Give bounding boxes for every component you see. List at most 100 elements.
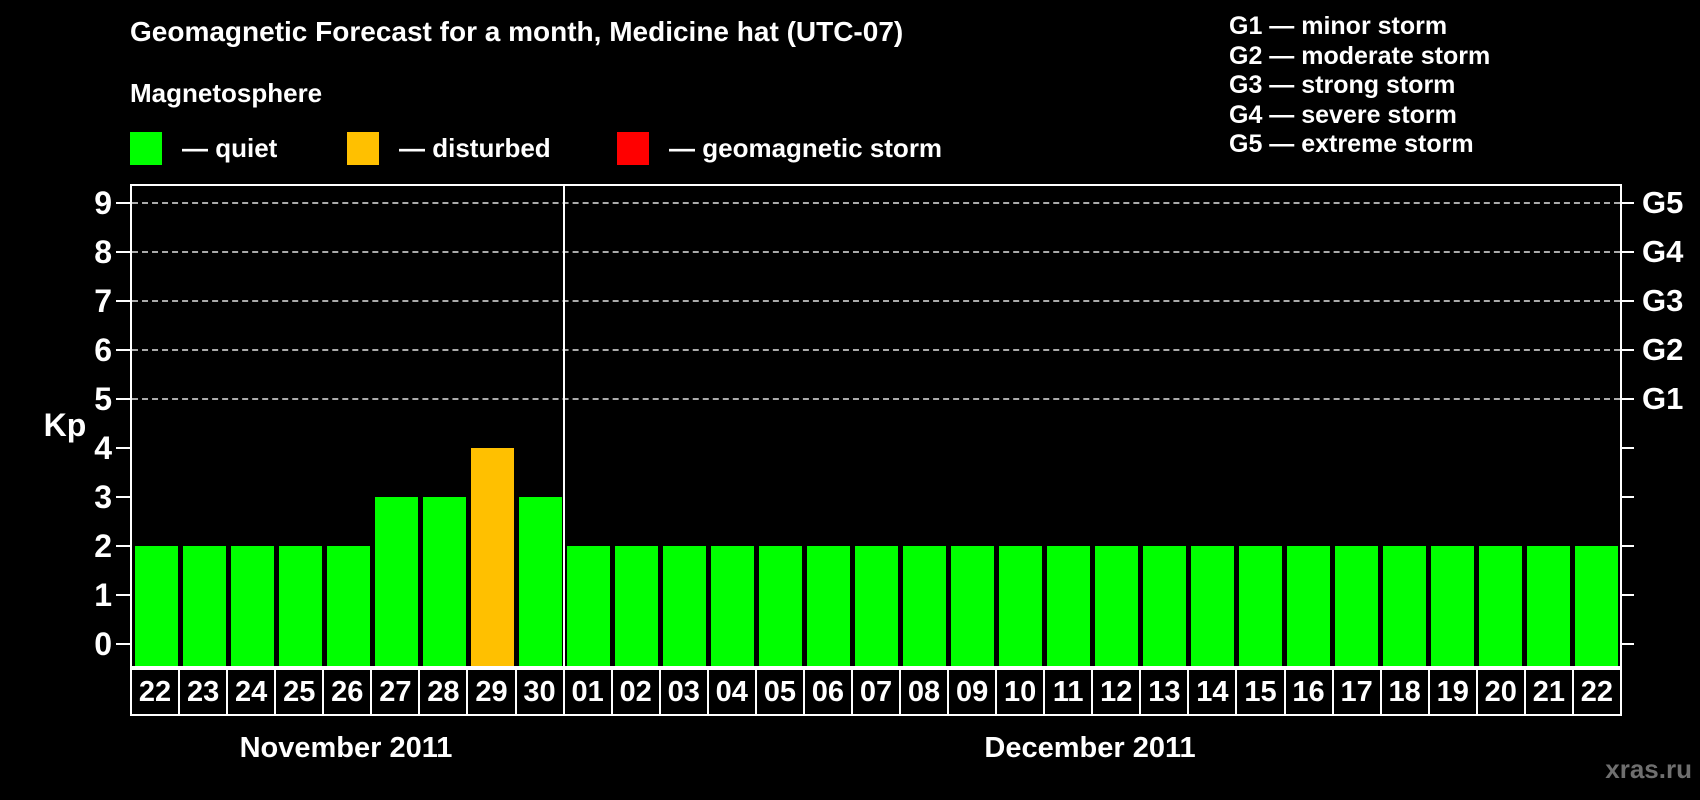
g-scale-tick-label-G1: G1 [1642, 381, 1684, 417]
kp-bar-day-25 [278, 546, 322, 666]
day-cell: 27 [370, 668, 421, 716]
y-axis-tick-label-0: 0 [94, 625, 112, 662]
day-cell: 03 [658, 668, 709, 716]
g-scale-tick-label-G4: G4 [1642, 234, 1684, 270]
kp-bar-day-12 [1094, 546, 1138, 666]
x-axis-day-labels: 22 23 24 25 26 27 28 29 30 01 02 03 04 05 06 07 08 09 10 11… [130, 668, 1622, 716]
kp-bar-day-15 [1238, 546, 1282, 666]
day-cell: 08 [899, 668, 950, 716]
day-cell: 30 [514, 668, 565, 716]
day-cell: 04 [706, 668, 757, 716]
day-cell: 13 [1139, 668, 1190, 716]
day-cell: 24 [226, 668, 277, 716]
y-axis-tick-right-0 [1620, 642, 1634, 645]
g-scale-legend: G1 — minor storm G2 — moderate storm G3 — … [1229, 12, 1490, 160]
day-cell: 19 [1427, 668, 1478, 716]
kp-bar-day-10 [998, 546, 1042, 666]
kp-bar-day-28 [422, 497, 466, 666]
day-cell: 18 [1379, 668, 1430, 716]
y-axis-tick-right-7 [1620, 300, 1634, 303]
day-cell: 29 [466, 668, 517, 716]
day-cell: 05 [754, 668, 805, 716]
y-axis-tick-right-5 [1620, 398, 1634, 401]
day-cell: 28 [418, 668, 469, 716]
y-axis-tick-label-3: 3 [94, 479, 112, 516]
day-cell: 16 [1283, 668, 1334, 716]
month-separator-line [563, 186, 565, 666]
kp-bar-day-03 [662, 546, 706, 666]
day-cell: 07 [850, 668, 901, 716]
kp-bar-day-30 [518, 497, 562, 666]
y-axis-tick-label-6: 6 [94, 332, 112, 369]
kp-bar-day-19 [1430, 546, 1474, 666]
y-axis-tick-left-1 [116, 593, 130, 596]
kp-bar-day-13 [1142, 546, 1186, 666]
day-cell: 15 [1235, 668, 1286, 716]
y-axis-title: Kp [43, 407, 87, 443]
month-label: December 2011 [984, 732, 1196, 764]
kp-bar-day-09 [950, 546, 994, 666]
y-axis-tick-left-3 [116, 496, 130, 499]
kp-bar-day-05 [758, 546, 802, 666]
legend-item-label: — disturbed [399, 132, 551, 163]
g-scale-legend-line: G3 — strong storm [1229, 71, 1456, 99]
y-axis-tick-left-8 [116, 251, 130, 254]
y-axis-tick-label-2: 2 [94, 528, 112, 564]
y-axis-tick-left-9 [116, 202, 130, 205]
kp-bar-day-20 [1478, 546, 1522, 666]
day-cell: 06 [802, 668, 853, 716]
y-axis-tick-left-6 [116, 349, 130, 352]
kp-bar-day-14 [1190, 546, 1234, 666]
legend-item-storm: — geomagnetic storm [617, 130, 942, 166]
kp-bar-day-29 [470, 448, 514, 666]
legend-item-label: — quiet [182, 132, 278, 163]
kp-bar-day-21 [1526, 546, 1570, 666]
day-cell: 22 [1571, 668, 1622, 716]
kp-bar-day-08 [902, 546, 946, 666]
legend-item-disturbed: — disturbed [347, 130, 551, 166]
y-axis-tick-right-8 [1620, 251, 1634, 254]
day-cell: 21 [1523, 668, 1574, 716]
magnetosphere-label: Magnetosphere [130, 78, 323, 108]
y-axis-tick-label-4: 4 [94, 430, 112, 467]
day-cell: 02 [610, 668, 661, 716]
g-scale-legend-line: G4 — severe storm [1229, 100, 1457, 129]
kp-bar-day-16 [1286, 546, 1330, 666]
y-axis-tick-right-4 [1620, 447, 1634, 450]
kp-bar-day-04 [710, 546, 754, 666]
month-label: November 2011 [239, 732, 453, 764]
y-axis-tick-label-1: 1 [94, 576, 112, 613]
y-axis-tick-right-9 [1620, 202, 1634, 205]
kp-bar-day-26 [326, 546, 370, 666]
g-scale-tick-label-G2: G2 [1642, 332, 1684, 368]
y-axis-tick-right-6 [1620, 349, 1634, 352]
gridline-kp-7 [132, 300, 1620, 303]
g-scale-legend-line: G2 — moderate storm [1229, 41, 1491, 70]
legend-item-quiet: — quiet [130, 130, 277, 166]
day-cell: 12 [1091, 668, 1142, 716]
day-cell: 17 [1331, 668, 1382, 716]
y-axis-tick-left-7 [116, 300, 130, 303]
quiet-color-swatch-icon [130, 131, 162, 165]
y-axis-tick-right-1 [1620, 593, 1634, 596]
kp-bar-day-24 [230, 546, 274, 666]
y-axis-tick-label-5: 5 [94, 381, 112, 418]
legend-item-label: — geomagnetic storm [669, 132, 943, 163]
y-axis-tick-right-3 [1620, 496, 1634, 499]
day-cell: 14 [1187, 668, 1238, 716]
day-cell: 11 [1043, 668, 1094, 716]
kp-bar-day-18 [1382, 546, 1426, 666]
y-axis-tick-label-9: 9 [94, 185, 112, 222]
disturbed-color-swatch-icon [347, 131, 379, 165]
chart-title: Geomagnetic Forecast for a month, Medici… [130, 16, 904, 47]
y-axis-tick-left-5 [116, 398, 130, 401]
day-cell: 20 [1475, 668, 1526, 716]
y-axis-tick-right-2 [1620, 545, 1634, 547]
day-cell: 10 [995, 668, 1046, 716]
y-axis-tick-left-4 [116, 447, 130, 450]
gridline-kp-9 [132, 202, 1620, 205]
y-axis-tick-left-2 [116, 545, 130, 547]
kp-bar-day-22 [1574, 546, 1618, 666]
g-scale-legend-line: G5 — extreme storm [1229, 130, 1474, 158]
